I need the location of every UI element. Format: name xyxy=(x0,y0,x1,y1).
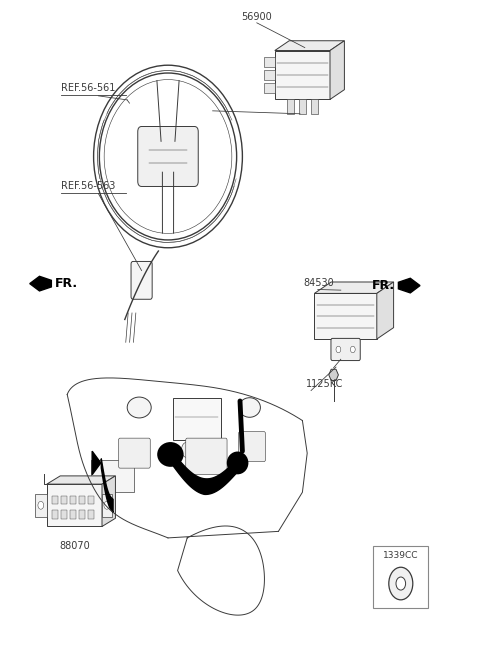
Polygon shape xyxy=(398,278,420,293)
Text: 88070: 88070 xyxy=(59,541,90,551)
Text: 84530: 84530 xyxy=(304,278,335,288)
Bar xyxy=(264,57,275,67)
Polygon shape xyxy=(47,476,115,484)
Bar xyxy=(70,510,76,519)
FancyBboxPatch shape xyxy=(138,126,198,186)
Circle shape xyxy=(38,501,44,509)
Bar xyxy=(79,496,85,505)
Ellipse shape xyxy=(227,451,249,475)
Bar xyxy=(264,83,275,93)
Bar xyxy=(52,496,58,505)
Bar xyxy=(88,496,94,505)
Polygon shape xyxy=(275,50,330,99)
FancyBboxPatch shape xyxy=(331,338,360,361)
Polygon shape xyxy=(314,282,394,293)
Circle shape xyxy=(350,346,355,353)
Bar xyxy=(299,99,306,113)
Text: 1339CC: 1339CC xyxy=(383,552,419,560)
Text: FR.: FR. xyxy=(55,277,78,290)
Circle shape xyxy=(210,442,222,458)
Circle shape xyxy=(104,501,109,509)
FancyBboxPatch shape xyxy=(131,261,152,299)
Polygon shape xyxy=(102,476,115,527)
Bar xyxy=(311,99,318,113)
Text: REF.56-563: REF.56-563 xyxy=(61,181,116,191)
Polygon shape xyxy=(314,293,377,339)
Polygon shape xyxy=(329,369,338,381)
Text: FR.: FR. xyxy=(372,279,395,292)
FancyBboxPatch shape xyxy=(186,438,227,475)
Circle shape xyxy=(181,442,193,458)
Bar xyxy=(52,510,58,519)
Text: REF.56-561: REF.56-561 xyxy=(61,83,116,93)
Bar xyxy=(60,496,67,505)
FancyBboxPatch shape xyxy=(239,432,265,462)
Text: 56900: 56900 xyxy=(241,12,272,22)
Bar xyxy=(91,460,134,492)
Polygon shape xyxy=(275,40,345,50)
Bar xyxy=(35,494,47,517)
Bar xyxy=(173,398,221,440)
Circle shape xyxy=(196,442,207,458)
Polygon shape xyxy=(30,276,51,291)
Ellipse shape xyxy=(239,398,261,417)
Ellipse shape xyxy=(157,442,183,467)
Polygon shape xyxy=(377,282,394,339)
Bar xyxy=(264,70,275,80)
Ellipse shape xyxy=(127,397,151,418)
Bar xyxy=(70,496,76,505)
Bar xyxy=(88,510,94,519)
Bar xyxy=(79,510,85,519)
Bar xyxy=(287,99,294,113)
Text: 1125KC: 1125KC xyxy=(306,379,344,389)
Polygon shape xyxy=(47,484,102,527)
Bar xyxy=(373,546,428,608)
Polygon shape xyxy=(330,40,345,99)
FancyBboxPatch shape xyxy=(119,438,150,468)
Circle shape xyxy=(389,567,413,600)
Bar xyxy=(60,510,67,519)
Circle shape xyxy=(336,346,341,353)
Polygon shape xyxy=(92,451,101,475)
Bar xyxy=(102,494,111,517)
Circle shape xyxy=(396,577,406,590)
